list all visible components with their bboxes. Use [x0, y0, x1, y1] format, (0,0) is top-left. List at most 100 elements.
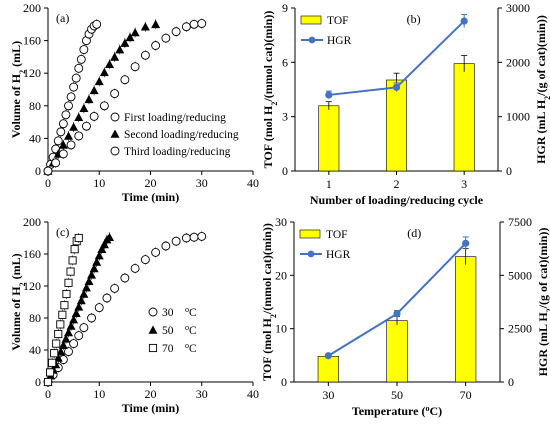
data-point [61, 110, 71, 120]
data-point [53, 136, 63, 146]
legend-marker [110, 146, 120, 156]
y-tick-label: 200 [23, 215, 41, 229]
legend: TOF HGR [300, 15, 352, 47]
data-point [79, 289, 89, 298]
data-point [43, 166, 53, 176]
x-tick-label: 30 [322, 388, 334, 402]
data-point [76, 54, 86, 64]
data-point [74, 112, 84, 122]
y2-axis-label: HGR (mL H2/(g of cat)(min)) [534, 15, 550, 164]
data-point [60, 301, 69, 310]
legend-entry: TOF [327, 15, 349, 27]
data-point [89, 111, 99, 121]
series-1 [43, 19, 102, 176]
data-point [66, 92, 76, 102]
data-point [110, 283, 120, 293]
y2-tick-label: 0 [506, 164, 512, 178]
x-axis-label: Number of loading/reducing cycle [310, 193, 484, 207]
x-tick-label: 40 [247, 176, 259, 190]
data-point [84, 94, 94, 104]
legend-entry: Third loading/reducing [124, 146, 231, 158]
data-point [325, 91, 333, 99]
y-tick-label: 120 [23, 279, 41, 293]
series-hgr [325, 14, 468, 99]
x-tick-label: 20 [145, 176, 157, 190]
legend-entry: TOF [326, 229, 348, 241]
data-point [51, 158, 61, 168]
data-point [161, 241, 171, 251]
legend: 30 oC 50 oC 70 oC [148, 305, 197, 356]
x-tick-label: 0 [45, 176, 51, 190]
data-point [58, 140, 68, 149]
x-tick-label: 0 [45, 387, 51, 401]
data-point [140, 50, 150, 60]
data-point [52, 339, 61, 348]
data-point [81, 283, 91, 292]
y2-tick-label: 0 [508, 375, 514, 389]
data-point [392, 83, 401, 91]
series-3 [43, 233, 83, 387]
data-point [197, 19, 207, 28]
bar [386, 320, 408, 383]
data-point [189, 19, 199, 29]
x-tick-label: 1 [326, 177, 332, 191]
chart-panel-c: 0 40 80 120 160 200 0 10 20 30 40 Time (min) Volume … [9, 215, 259, 415]
legend-entry: First loading/reducing [124, 112, 226, 124]
panel-label: (d) [407, 226, 421, 240]
data-point [74, 131, 84, 141]
data-point [110, 52, 120, 61]
data-point [99, 67, 109, 77]
legend-entry: HGR [326, 249, 351, 261]
data-point [58, 119, 68, 129]
y-axis-label: TOF (mol H2/(mmol cat)(min)) [260, 223, 278, 381]
data-point [105, 232, 114, 241]
data-point [71, 73, 81, 83]
data-point [70, 245, 79, 254]
data-point [74, 331, 84, 341]
y-tick-label: 0 [35, 164, 41, 178]
y-tick-label: 10 [275, 322, 287, 336]
data-point [81, 121, 91, 131]
data-point [130, 263, 140, 273]
data-point [92, 257, 102, 266]
data-point [89, 85, 99, 95]
data-point [171, 236, 181, 246]
data-point [56, 320, 65, 329]
y-tick-label: 160 [23, 34, 41, 48]
data-point [99, 101, 109, 111]
data-point [130, 62, 140, 72]
data-point [46, 368, 55, 377]
y2-tick-label: 5000 [508, 268, 532, 282]
bar [455, 256, 477, 383]
series-hgr [324, 236, 470, 360]
data-point [120, 75, 130, 85]
data-point [61, 334, 71, 343]
y-tick-label: 80 [29, 311, 41, 325]
data-point [89, 263, 99, 273]
series-3 [43, 18, 207, 176]
y-tick-label: 160 [23, 247, 41, 261]
data-point [140, 255, 150, 265]
chart-panel-b: 0 3 6 9 0 1000 2000 3000 1 2 3 Number of loading/re… [261, 1, 550, 207]
x-tick-label: 70 [460, 388, 472, 402]
legend-marker [308, 36, 316, 44]
data-point [69, 122, 79, 131]
y-tick-label: 80 [29, 99, 41, 113]
x-tick-label: 30 [196, 176, 208, 190]
data-point [50, 349, 59, 358]
y-tick-label: 120 [23, 66, 41, 80]
data-point [84, 276, 94, 285]
chart-panel-d: 0 10 20 30 0 2500 5000 7500 30 50 70 Temperature (o… [260, 215, 550, 418]
data-point [161, 33, 171, 43]
y-tick-label: 200 [23, 1, 41, 15]
data-point [79, 45, 89, 55]
y-tick-label: 9 [282, 1, 288, 15]
x-tick-label: 10 [93, 387, 105, 401]
data-point [151, 19, 161, 29]
y-tick-label: 40 [29, 343, 41, 357]
y-tick-label: 6 [282, 55, 288, 69]
data-point [64, 347, 73, 357]
legend-entry: 70 oC [162, 341, 197, 356]
data-point [130, 27, 140, 37]
